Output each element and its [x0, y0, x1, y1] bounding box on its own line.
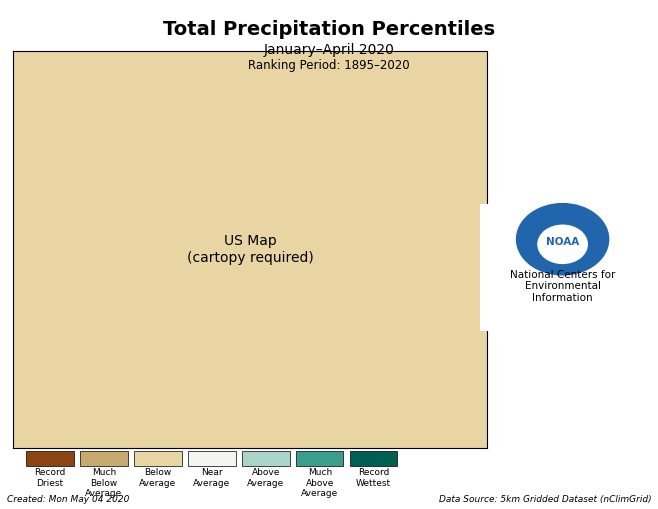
Text: Ranking Period: 1895–2020: Ranking Period: 1895–2020: [248, 59, 410, 72]
Text: January–April 2020: January–April 2020: [264, 43, 394, 58]
Text: Near
Average: Near Average: [193, 468, 230, 488]
Text: Data Source: 5km Gridded Dataset (nClimGrid): Data Source: 5km Gridded Dataset (nClimG…: [439, 495, 651, 504]
Text: Below
Average: Below Average: [139, 468, 176, 488]
Text: NOAA: NOAA: [546, 237, 579, 247]
Text: US Map
(cartopy required): US Map (cartopy required): [187, 234, 313, 265]
Text: Total Precipitation Percentiles: Total Precipitation Percentiles: [163, 20, 495, 39]
Text: Above
Average: Above Average: [247, 468, 284, 488]
Text: Record
Driest: Record Driest: [34, 468, 66, 488]
Text: Created: Mon May 04 2020: Created: Mon May 04 2020: [7, 495, 129, 504]
Text: NOAA: NOAA: [545, 234, 580, 244]
Circle shape: [538, 225, 587, 264]
Circle shape: [517, 204, 609, 275]
Text: Much
Above
Average: Much Above Average: [301, 468, 338, 498]
Text: Much
Below
Average: Much Below Average: [86, 468, 122, 498]
Text: National Centers for
Environmental
Information: National Centers for Environmental Infor…: [510, 270, 615, 303]
Text: Record
Wettest: Record Wettest: [356, 468, 392, 488]
